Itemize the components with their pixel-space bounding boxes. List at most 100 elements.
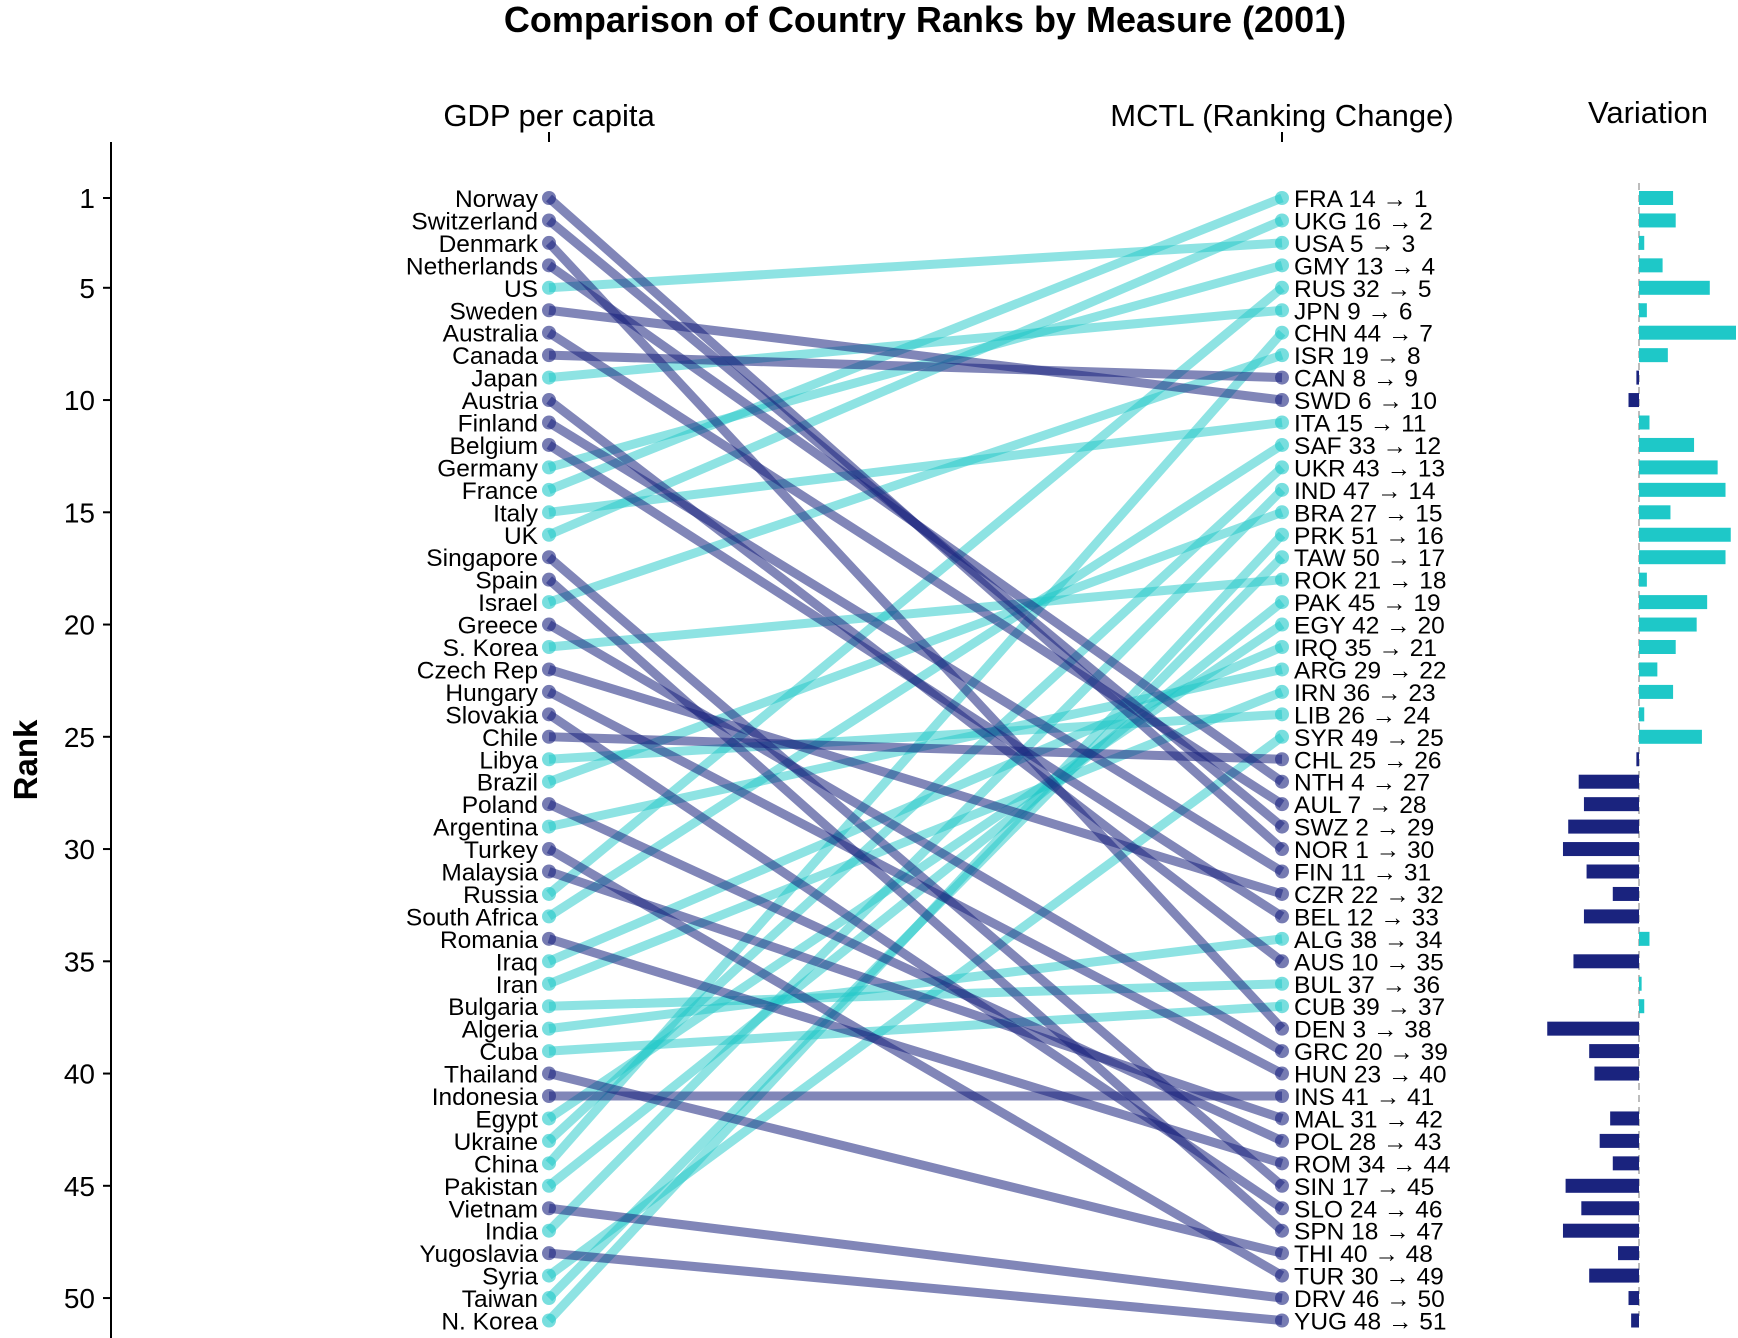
y-tick-label: 40 (64, 1059, 95, 1090)
variation-bar (1573, 954, 1639, 969)
right-point (1275, 1156, 1289, 1171)
left-country-label: Spain (475, 568, 538, 595)
y-tick-label: 1 (79, 183, 95, 214)
variation-bar (1581, 1201, 1639, 1216)
variation-bar (1631, 1313, 1639, 1328)
left-country-label: Czech Rep (417, 657, 538, 684)
right-point (1275, 258, 1289, 273)
slope-line (548, 934, 1283, 1034)
right-point (1275, 1178, 1289, 1193)
left-point (542, 258, 556, 273)
right-rank-label: TUR 30 → 49 (1294, 1264, 1444, 1291)
right-point (1275, 1313, 1289, 1328)
right-rank-label: POL 28 → 43 (1294, 1129, 1442, 1156)
left-point (542, 909, 556, 924)
slope-line (546, 687, 1285, 1078)
variation-bar (1636, 752, 1639, 767)
left-point (542, 1089, 556, 1103)
slope-line (547, 216, 1284, 539)
left-country-label: Syria (482, 1264, 538, 1291)
variation-bar (1568, 819, 1639, 834)
variation-bar (1628, 393, 1639, 408)
left-point (542, 393, 556, 408)
slope-line (545, 554, 1286, 1302)
variation-bar (1639, 348, 1668, 363)
left-country-label: Hungary (445, 680, 538, 707)
right-rank-label: JPN 9 → 6 (1294, 298, 1412, 325)
left-country-label: Russia (463, 882, 538, 909)
right-rank-label: THI 40 → 48 (1294, 1241, 1433, 1268)
left-country-label: Vietnam (449, 1196, 538, 1223)
right-point (1275, 1291, 1289, 1306)
left-country-label: Switzerland (411, 208, 538, 235)
left-country-label: Australia (443, 321, 539, 348)
left-country-label: Romania (440, 927, 538, 954)
slope-line (545, 239, 1286, 1032)
variation-bar (1639, 235, 1645, 250)
variation-bar (1578, 774, 1639, 789)
left-point (542, 505, 556, 520)
left-point (542, 864, 556, 879)
left-point (542, 842, 556, 857)
left-country-label: Chile (482, 725, 538, 752)
right-rank-label: ITA 15 → 11 (1294, 411, 1427, 438)
right-point (1275, 1268, 1289, 1283)
right-point (1275, 393, 1289, 408)
slope-line (546, 845, 1285, 1280)
chart-title: Comparison of Country Ranks by Measure (… (504, 0, 1346, 40)
left-country-label: Libya (479, 747, 538, 774)
right-point (1275, 976, 1289, 991)
left-point (542, 415, 556, 430)
left-country-label: Singapore (426, 545, 538, 572)
y-tick-label: 5 (79, 273, 95, 304)
left-point (542, 572, 556, 587)
right-rank-label: BRA 27 → 15 (1294, 500, 1442, 527)
left-country-label: Ukraine (454, 1129, 538, 1156)
left-point (542, 1021, 556, 1036)
left-point (542, 774, 556, 789)
left-country-label: Malaysia (441, 860, 538, 887)
right-rank-label: INS 41 → 41 (1294, 1084, 1434, 1111)
left-country-label: Thailand (444, 1062, 538, 1089)
left-country-label: Germany (437, 455, 539, 482)
right-point (1275, 1044, 1289, 1059)
left-country-label: Israel (478, 590, 538, 617)
left-point (542, 191, 556, 205)
left-country-label: Bulgaria (448, 994, 538, 1021)
left-country-label: Argentina (433, 815, 538, 842)
right-point (1275, 437, 1289, 452)
left-country-label: Iran (496, 972, 538, 999)
right-point (1275, 595, 1289, 610)
right-point (1275, 707, 1289, 722)
right-point (1275, 191, 1289, 205)
y-tick-label: 25 (64, 722, 95, 753)
left-point (542, 1044, 556, 1059)
left-point (542, 527, 556, 542)
left-country-label: Iraq (496, 949, 538, 976)
left-point (542, 595, 556, 610)
right-point (1275, 482, 1289, 497)
right-rank-label: ISR 19 → 8 (1294, 343, 1421, 370)
variation-bar (1562, 842, 1639, 857)
right-column-label: MCTL (Ranking Change) (1110, 98, 1453, 133)
left-country-label: Denmark (439, 231, 539, 258)
right-point (1275, 280, 1289, 295)
right-point (1275, 662, 1289, 677)
variation-label: Variation (1588, 95, 1708, 130)
right-point (1275, 303, 1289, 318)
variation-bar (1639, 662, 1658, 677)
right-point (1275, 909, 1289, 924)
left-point (542, 482, 556, 497)
left-point (542, 662, 556, 677)
right-rank-label: USA 5 → 3 (1294, 231, 1415, 258)
right-rank-label: LIB 26 → 24 (1294, 702, 1430, 729)
left-country-label: Egypt (475, 1106, 538, 1133)
variation-bar (1612, 886, 1639, 901)
left-country-label: China (474, 1151, 538, 1178)
slope-line (546, 733, 1285, 1280)
slope-line (546, 194, 1285, 853)
slope-line (546, 576, 1285, 1235)
right-rank-label: CAN 8 → 9 (1294, 366, 1418, 393)
left-point (542, 1066, 556, 1081)
right-rank-label: GMY 13 → 4 (1294, 253, 1435, 280)
